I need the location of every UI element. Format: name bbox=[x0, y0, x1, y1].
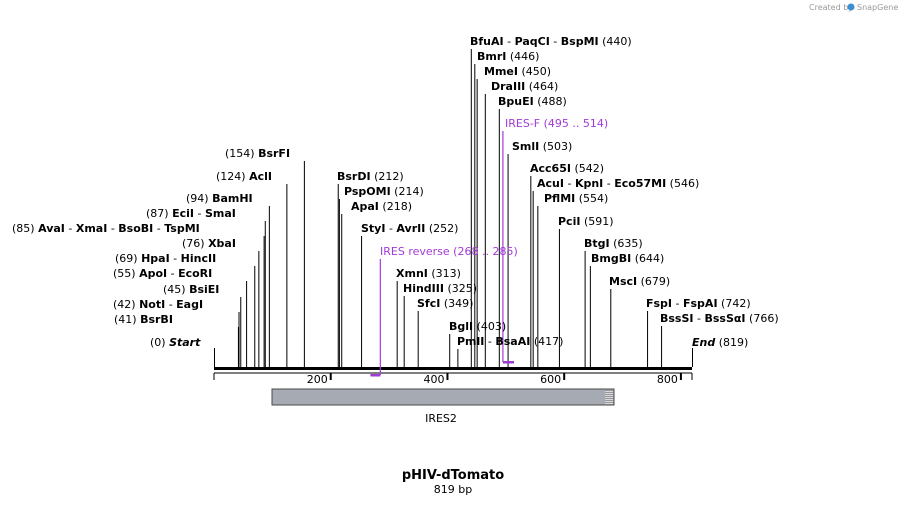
site-label-text: FspI - FspAI (742) bbox=[646, 297, 751, 310]
site-label-text: PflMI (554) bbox=[544, 192, 608, 205]
site-label-text: MscI (679) bbox=[609, 275, 670, 288]
site-label-text: (55) ApoI - EcoRI bbox=[113, 267, 212, 280]
credit-text: Created by bbox=[809, 3, 853, 12]
site-draiii[interactable]: DraIII (464) bbox=[491, 80, 558, 93]
site-noti[interactable]: (42) NotI - EagI bbox=[113, 298, 203, 311]
site-apai[interactable]: ApaI (218) bbox=[351, 200, 412, 213]
site-label-text: DraIII (464) bbox=[491, 80, 558, 93]
site-pmli[interactable]: PmlI - BsaAI (417) bbox=[457, 335, 563, 348]
site-label-text: BpuEI (488) bbox=[498, 95, 567, 108]
site-label-text: BglI (403) bbox=[449, 320, 506, 333]
site-label-text: BmrI (446) bbox=[477, 50, 539, 63]
site-label-text: StyI - AvrII (252) bbox=[361, 222, 458, 235]
site-label-text: (69) HpaI - HincII bbox=[115, 252, 216, 265]
sequence-backbone bbox=[214, 367, 692, 374]
site-label-text: (41) BsrBI bbox=[114, 313, 173, 326]
site-fspi[interactable]: FspI - FspAI (742) bbox=[646, 297, 751, 310]
primer-label: IRES reverse (268 .. 285) bbox=[380, 245, 518, 258]
site-pcii[interactable]: PciI (591) bbox=[558, 215, 614, 228]
site-bsrbi[interactable]: (41) BsrBI bbox=[114, 313, 173, 326]
site-label-text: (85) AvaI - XmaI - BsoBI - TspMI bbox=[12, 222, 200, 235]
site-sfci[interactable]: SfcI (349) bbox=[417, 297, 473, 310]
primer-ires-f[interactable]: IRES-F (495 .. 514) bbox=[502, 117, 608, 364]
site-label-text: (124) AclI bbox=[216, 170, 272, 183]
ruler-tick-label: 600 bbox=[540, 373, 561, 386]
site-xbai[interactable]: (76) XbaI bbox=[182, 237, 236, 250]
site-start[interactable]: (0) Start bbox=[150, 336, 201, 349]
site-smli[interactable]: SmlI (503) bbox=[512, 140, 572, 153]
site-label-text: PciI (591) bbox=[558, 215, 614, 228]
site-bmri[interactable]: BmrI (446) bbox=[477, 50, 539, 63]
site-hindiii[interactable]: HindIII (325) bbox=[403, 282, 477, 295]
primer-label: IRES-F (495 .. 514) bbox=[505, 117, 608, 130]
site-ecii[interactable]: (87) EciI - SmaI bbox=[146, 207, 236, 220]
primer-ires-reverse[interactable]: IRES reverse (268 .. 285) bbox=[370, 245, 518, 377]
site-label-text: (87) EciI - SmaI bbox=[146, 207, 236, 220]
site-label-text: (42) NotI - EagI bbox=[113, 298, 203, 311]
site-bgli[interactable]: BglI (403) bbox=[449, 320, 506, 333]
site-label-text: MmeI (450) bbox=[484, 65, 551, 78]
site-end[interactable]: End (819) bbox=[692, 336, 748, 349]
site-bamhi[interactable]: (94) BamHI bbox=[186, 192, 253, 205]
site-acli[interactable]: (124) AclI bbox=[216, 170, 272, 183]
primer-bar bbox=[502, 361, 514, 364]
site-label-text: BsrDI (212) bbox=[337, 170, 404, 183]
site-mmei[interactable]: MmeI (450) bbox=[484, 65, 551, 78]
primer-layer: IRES-F (495 .. 514) IRES reverse (268 .. … bbox=[370, 117, 608, 377]
site-bpuei[interactable]: BpuEI (488) bbox=[498, 95, 567, 108]
site-btgi[interactable]: BtgI (635) bbox=[584, 237, 643, 250]
credit-brand: SnapGene bbox=[857, 3, 898, 12]
site-label-text: (94) BamHI bbox=[186, 192, 253, 205]
site-label-text: BfuAI - PaqCI - BspMI (440) bbox=[470, 35, 632, 48]
site-apoi[interactable]: (55) ApoI - EcoRI bbox=[113, 267, 212, 280]
site-styi[interactable]: StyI - AvrII (252) bbox=[361, 222, 458, 235]
site-pspomi[interactable]: PspOMI (214) bbox=[344, 185, 424, 198]
site-msci[interactable]: MscI (679) bbox=[609, 275, 670, 288]
site-label-text: AcuI - KpnI - Eco57MI (546) bbox=[537, 177, 699, 190]
site-leader-lines bbox=[214, 49, 693, 367]
site-avai[interactable]: (85) AvaI - XmaI - BsoBI - TspMI bbox=[12, 222, 200, 235]
site-hpai[interactable]: (69) HpaI - HincII bbox=[115, 252, 216, 265]
site-bmgbi[interactable]: BmgBI (644) bbox=[591, 252, 664, 265]
site-label-text: XmnI (313) bbox=[396, 267, 461, 280]
site-label-text: (45) BsiEI bbox=[163, 283, 219, 296]
site-acc65i[interactable]: Acc65I (542) bbox=[530, 162, 604, 175]
site-label-text: ApaI (218) bbox=[351, 200, 412, 213]
site-label-text: End (819) bbox=[692, 336, 748, 349]
ruler-tick-label: 400 bbox=[423, 373, 444, 386]
plasmid-size: 819 bp bbox=[434, 483, 472, 496]
site-labels: (0) Start (41) BsrBI (42) NotI - EagI (45) … bbox=[12, 35, 779, 349]
primer-bar bbox=[370, 374, 381, 377]
site-acui[interactable]: AcuI - KpnI - Eco57MI (546) bbox=[537, 177, 699, 190]
site-xmni[interactable]: XmnI (313) bbox=[396, 267, 461, 280]
ruler: 200 400 600 800 bbox=[213, 373, 693, 386]
site-label-text: (154) BsrFI bbox=[225, 147, 290, 160]
plasmid-name: pHIV-dTomato bbox=[402, 468, 504, 483]
site-pflmi[interactable]: PflMI (554) bbox=[544, 192, 608, 205]
site-label-text: (76) XbaI bbox=[182, 237, 236, 250]
site-label-text: SmlI (503) bbox=[512, 140, 572, 153]
site-label-text: PspOMI (214) bbox=[344, 185, 424, 198]
site-bfuai[interactable]: BfuAI - PaqCI - BspMI (440) bbox=[470, 35, 632, 48]
site-bsssi[interactable]: BssSI - BssSαI (766) bbox=[660, 312, 779, 325]
site-label-text: BtgI (635) bbox=[584, 237, 643, 250]
site-bsrdi[interactable]: BsrDI (212) bbox=[337, 170, 404, 183]
ruler-tick-label: 800 bbox=[657, 373, 678, 386]
site-label-text: PmlI - BsaAI (417) bbox=[457, 335, 563, 348]
site-label-text: SfcI (349) bbox=[417, 297, 473, 310]
site-bsiei[interactable]: (45) BsiEI bbox=[163, 283, 219, 296]
feature-ires2[interactable] bbox=[271, 388, 615, 406]
feature-label: IRES2 bbox=[425, 412, 457, 425]
snapgene-logo-icon bbox=[847, 3, 855, 11]
site-bsrfi[interactable]: (154) BsrFI bbox=[225, 147, 290, 160]
site-label-text: BmgBI (644) bbox=[591, 252, 664, 265]
site-label-text: (0) Start bbox=[150, 336, 201, 349]
site-label-text: HindIII (325) bbox=[403, 282, 477, 295]
site-label-text: BssSI - BssSαI (766) bbox=[660, 312, 779, 325]
ruler-tick-label: 200 bbox=[307, 373, 328, 386]
site-label-text: Acc65I (542) bbox=[530, 162, 604, 175]
